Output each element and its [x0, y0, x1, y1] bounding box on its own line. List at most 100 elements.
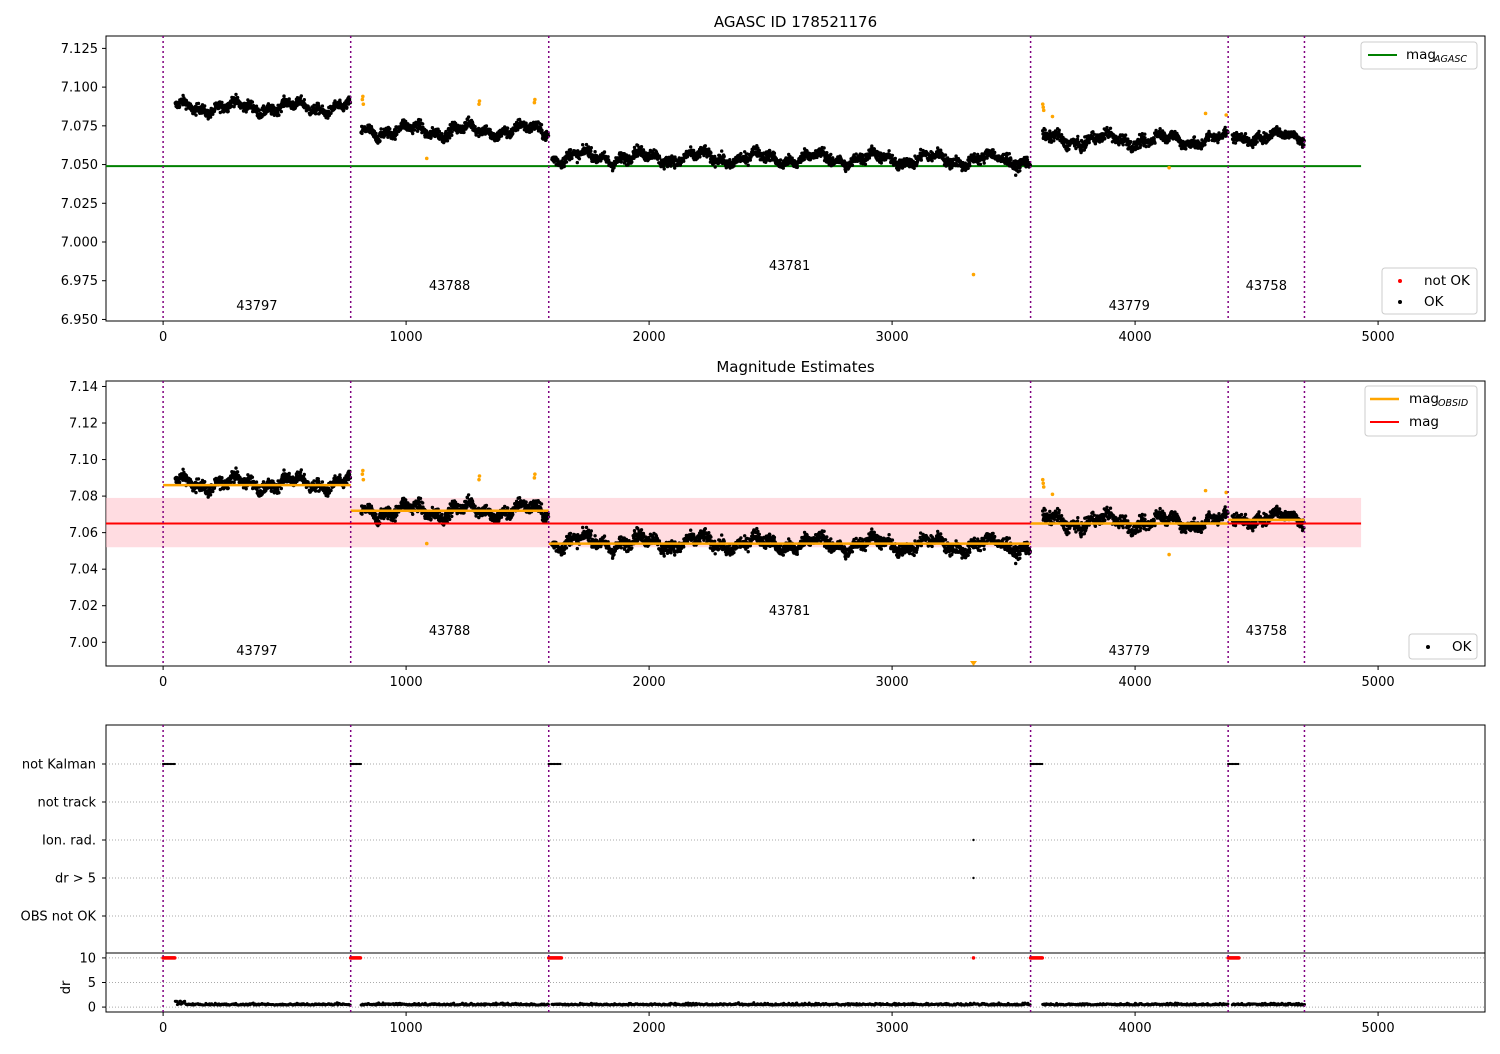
ok-point: [576, 161, 579, 164]
ok-point: [446, 139, 449, 142]
x-tick-label: 1000: [390, 675, 423, 690]
x-tick-label: 5000: [1362, 330, 1395, 345]
ok-point: [438, 130, 441, 133]
y-tick-label: 7.125: [61, 42, 98, 57]
ok-point: [194, 491, 197, 494]
ok-point: [197, 102, 200, 105]
outlier-point: [1051, 115, 1055, 119]
ok-point: [887, 149, 890, 152]
ok-point: [421, 122, 424, 125]
ok-point: [411, 132, 414, 135]
ok-point: [227, 110, 230, 113]
ok-point: [1203, 143, 1206, 146]
ok-point: [930, 159, 933, 162]
ok-point: [467, 115, 470, 118]
ok-point: [394, 138, 397, 141]
ok-point: [698, 155, 701, 158]
ok-point: [395, 514, 398, 517]
ok-point: [1052, 139, 1055, 142]
ok-point: [669, 164, 672, 167]
ok-point: [345, 106, 348, 109]
ok-point: [329, 489, 332, 492]
y-tick-label: 7.12: [69, 417, 98, 432]
ok-point: [714, 165, 717, 168]
ok-point: [1216, 141, 1219, 144]
obsid-label: 43788: [429, 279, 470, 294]
legend-marker: [1398, 300, 1402, 304]
ok-point: [485, 124, 488, 127]
ok-point: [524, 122, 527, 125]
ok-point: [1278, 127, 1281, 130]
ok-point: [709, 151, 712, 154]
ok-point: [394, 519, 397, 522]
outlier-point: [1167, 166, 1171, 170]
ok-point: [822, 146, 825, 149]
outlier-point: [361, 98, 365, 102]
ok-point: [689, 145, 692, 148]
outlier-point: [1204, 112, 1208, 116]
ok-point: [779, 158, 782, 161]
ok-point: [203, 104, 206, 107]
ok-point: [1193, 135, 1196, 138]
ok-point: [194, 113, 197, 116]
y-tick-label: 7.075: [61, 119, 98, 134]
y-tick-label: 7.04: [69, 563, 98, 578]
y-tick-label: 7.06: [69, 526, 98, 541]
ok-point: [1153, 141, 1156, 144]
ok-point: [342, 109, 345, 112]
y-tick-label: 7.00: [69, 636, 98, 651]
y-tick-label: 7.10: [69, 453, 98, 468]
ok-point: [630, 160, 633, 163]
ok-point: [589, 150, 592, 153]
ok-point: [1153, 137, 1156, 140]
ok-point: [581, 143, 584, 146]
obsid-label: 43797: [236, 299, 277, 314]
ok-point: [1076, 138, 1079, 141]
ok-point: [732, 164, 735, 167]
obsid-label: 43781: [769, 259, 810, 274]
ok-point: [245, 487, 248, 490]
ok-point: [227, 487, 230, 490]
ok-point: [979, 163, 982, 166]
ok-point: [1044, 128, 1047, 131]
ok-point: [462, 131, 465, 134]
ok-point: [569, 148, 572, 151]
ok-point: [1143, 133, 1146, 136]
ok-point: [300, 94, 303, 97]
x-tick-label: 0: [159, 330, 167, 345]
ok-point: [220, 101, 223, 104]
ok-point: [314, 489, 317, 492]
ok-point: [236, 96, 239, 99]
ok-point: [280, 110, 283, 113]
ok-point: [288, 97, 291, 100]
ok-point: [825, 151, 828, 154]
y-tick-label: 7.025: [61, 197, 98, 212]
ok-point: [530, 130, 533, 133]
ok-point: [255, 480, 258, 483]
ok-point: [450, 134, 453, 137]
ok-point: [983, 161, 986, 164]
ok-point: [1224, 126, 1227, 129]
ok-point: [894, 157, 897, 160]
ok-point: [1014, 174, 1017, 177]
obsid-label: 43779: [1109, 299, 1150, 314]
y-tick-label: 7.050: [61, 158, 98, 173]
ok-point: [620, 160, 623, 163]
ok-point: [178, 481, 181, 484]
ok-point: [282, 468, 285, 471]
ok-point: [944, 153, 947, 156]
ok-point: [234, 466, 237, 469]
ok-point: [374, 513, 377, 516]
x-tick-label: 5000: [1362, 675, 1395, 690]
ok-point: [773, 152, 776, 155]
outlier-point: [478, 99, 482, 103]
ok-point: [209, 493, 212, 496]
ok-point: [720, 149, 723, 152]
ok-point: [640, 145, 643, 148]
ok-point: [300, 468, 303, 471]
outlier-point: [533, 101, 537, 105]
ok-point: [506, 127, 509, 130]
